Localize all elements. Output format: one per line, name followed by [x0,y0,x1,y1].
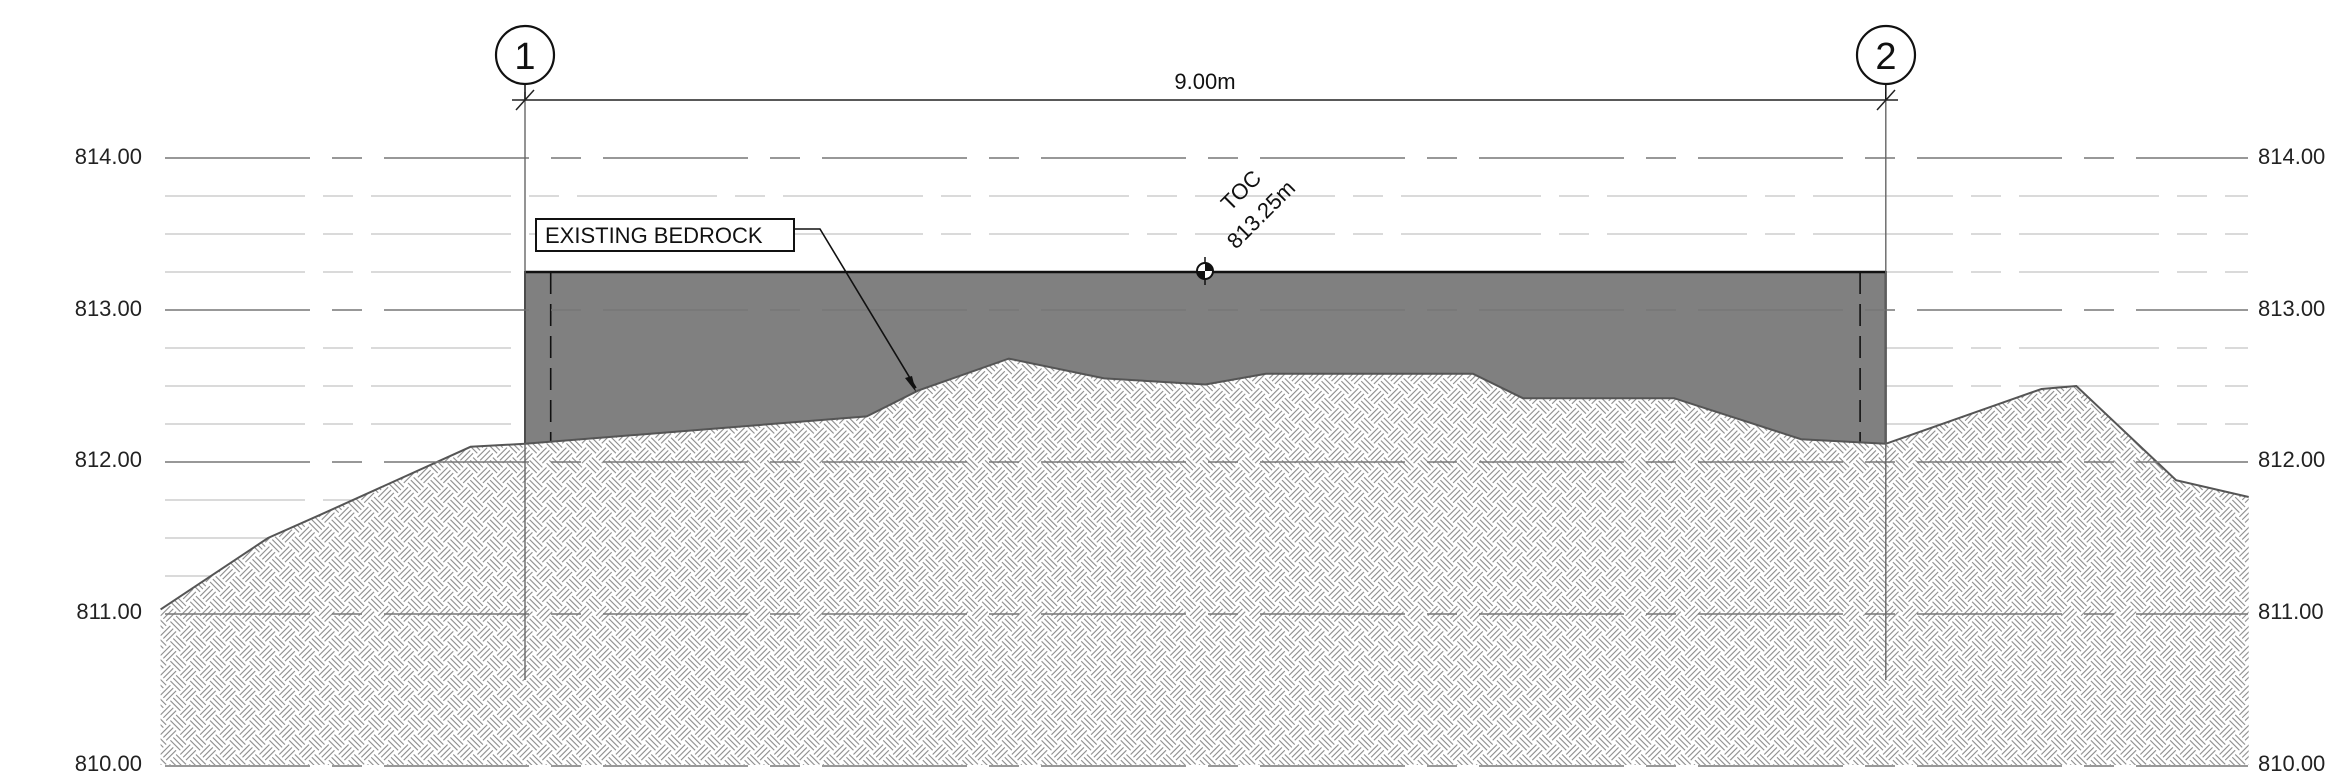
bedrock-surface-line [160,357,2249,611]
level-labels: 814.00 813.00 812.00 811.00 810.00 814.0… [75,144,2326,776]
grid-bubble-1-label: 1 [514,36,535,78]
dimension-line: 9.00m [512,69,1898,111]
level-label-right-813: 813.00 [2258,296,2325,321]
level-label-right-810: 810.00 [2258,751,2325,776]
level-label-left-813: 813.00 [75,296,142,321]
grid-bubble-2: 2 [1855,24,1917,86]
toc-marker: TOC 813.25m [1196,165,1300,285]
level-label-left-811: 811.00 [76,599,142,624]
bedrock-profile [160,357,2249,765]
grid-lines [524,84,1887,680]
level-label-right-812: 812.00 [2258,447,2325,472]
bedrock-callout-text: EXISTING BEDROCK [545,223,763,248]
bedrock-hatch [160,358,2249,765]
level-label-right-811: 811.00 [2258,599,2324,624]
major-elevation-lines [165,157,2248,767]
level-label-left-814: 814.00 [75,144,142,169]
bedrock-callout: EXISTING BEDROCK [535,218,917,392]
grid-bubble-2-label: 2 [1875,36,1896,78]
grid-bubble-1: 1 [494,24,556,86]
level-label-left-810: 810.00 [75,751,142,776]
dimension-text: 9.00m [1174,69,1235,94]
level-label-left-812: 812.00 [75,447,142,472]
level-label-right-814: 814.00 [2258,144,2325,169]
